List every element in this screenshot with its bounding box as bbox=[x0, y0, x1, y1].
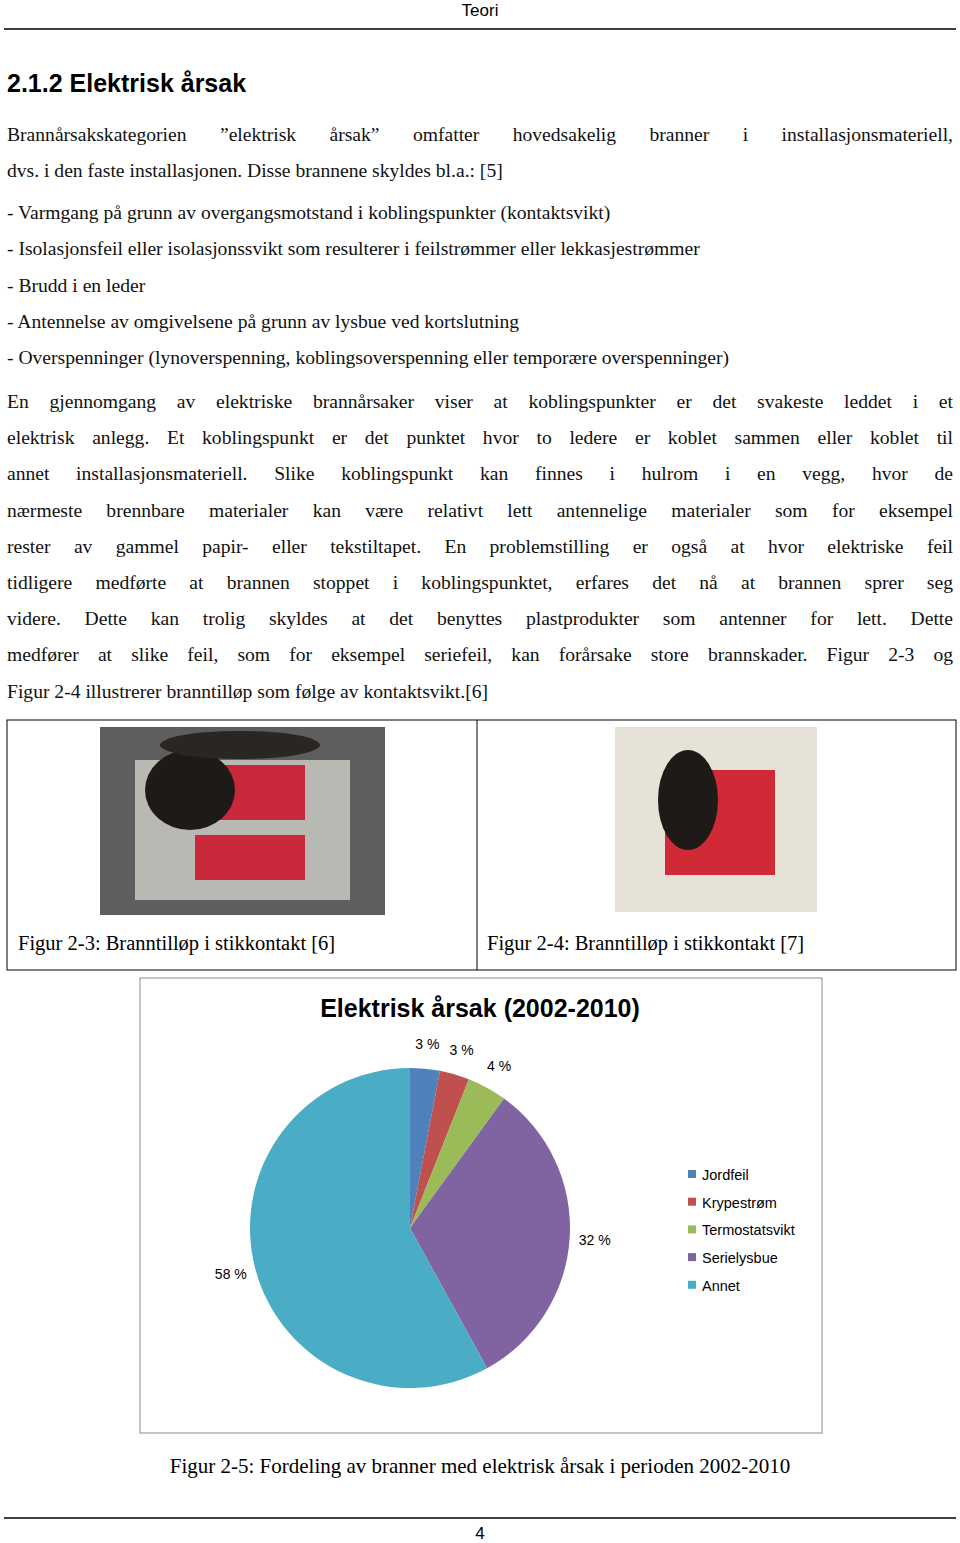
legend-swatch bbox=[688, 1281, 696, 1289]
text-line: nærmeste brennbare materialer kan være r… bbox=[7, 499, 953, 523]
legend-label: Jordfeil bbox=[702, 1167, 749, 1183]
legend: Jordfeil Krypestrøm Termostatsvikt Serielys… bbox=[688, 1167, 795, 1294]
data-label: 32 % bbox=[579, 1232, 611, 1248]
chart: Elektrisk årsak (2002-2010) 3 % 3 % 4 % 32 %… bbox=[140, 978, 822, 1433]
text-line: medfører at slike feil, som for eksempel… bbox=[7, 643, 953, 667]
legend-swatch bbox=[688, 1253, 696, 1261]
text-line: En gjennomgang av elektriske brannårsake… bbox=[7, 390, 953, 414]
page-graphics: Teori 2.1.2 Elektrisk årsak Figur 2-3: Bra… bbox=[0, 0, 960, 1543]
figure-divider bbox=[477, 720, 478, 970]
text-line: annet installasjonsmateriell. Slike kobl… bbox=[7, 462, 953, 486]
text-line: - Isolasjonsfeil eller isolasjonssvikt s… bbox=[7, 237, 953, 261]
text-line: dvs. i den faste installasjonen. Disse b… bbox=[7, 159, 953, 183]
text-line: - Antennelse av omgivelsene på grunn av … bbox=[7, 310, 953, 334]
photo-burn bbox=[160, 731, 320, 759]
text-line: rester av gammel papir- eller tekstiltap… bbox=[7, 535, 953, 559]
data-label: 58 % bbox=[215, 1266, 247, 1282]
text-line: tidligere medførte at brannen stoppet i … bbox=[7, 571, 953, 595]
legend-label: Termostatsvikt bbox=[702, 1222, 795, 1238]
text-line: - Varmgang på grunn av overgangsmotstand… bbox=[7, 201, 953, 225]
section-title: 2.1.2 Elektrisk årsak bbox=[7, 69, 246, 97]
text-line: Brannårsakskategorien ”elektrisk årsak” … bbox=[7, 123, 953, 147]
chart-frame bbox=[140, 978, 822, 1433]
text-line: elektrisk anlegg. Et koblingspunkt er de… bbox=[7, 426, 953, 450]
data-label: 3 % bbox=[415, 1036, 439, 1052]
footer-rule bbox=[4, 1517, 956, 1518]
page-number: 4 bbox=[475, 1524, 484, 1543]
pie-slice bbox=[250, 1068, 487, 1388]
running-header: Teori bbox=[462, 1, 499, 20]
pie: 3 % 3 % 4 % 32 % 58 % bbox=[215, 1036, 611, 1388]
photo bbox=[100, 727, 385, 915]
figure-table: Figur 2-3: Branntilløp i stikkontakt [6]… bbox=[7, 720, 956, 970]
header-rule bbox=[4, 28, 956, 29]
text-line: Figur 2-4 illustrerer branntilløp som fø… bbox=[7, 680, 953, 704]
data-label: 3 % bbox=[450, 1042, 474, 1058]
figure-frame bbox=[7, 720, 956, 970]
legend-swatch bbox=[688, 1225, 696, 1233]
chart-title: Elektrisk årsak (2002-2010) bbox=[320, 994, 640, 1022]
legend-label: Krypestrøm bbox=[702, 1195, 777, 1211]
legend-label: Annet bbox=[702, 1278, 740, 1294]
legend-swatch bbox=[688, 1198, 696, 1206]
photo-plate bbox=[615, 727, 817, 912]
chart-caption: Figur 2-5: Fordeling av branner med elek… bbox=[170, 1454, 791, 1478]
figure-caption: Figur 2-4: Branntilløp i stikkontakt [7] bbox=[487, 932, 804, 955]
legend-item: Jordfeil bbox=[688, 1167, 749, 1183]
photo bbox=[615, 727, 817, 912]
legend-item: Krypestrøm bbox=[688, 1195, 777, 1211]
legend-swatch bbox=[688, 1170, 696, 1178]
legend-item: Termostatsvikt bbox=[688, 1222, 795, 1238]
figure-caption: Figur 2-3: Branntilløp i stikkontakt [6] bbox=[18, 932, 335, 955]
legend-label: Serielysbue bbox=[702, 1250, 778, 1266]
text-line: - Overspenninger (lynoverspenning, kobli… bbox=[7, 346, 953, 370]
photo-part bbox=[195, 835, 305, 880]
legend-item: Annet bbox=[688, 1278, 740, 1294]
text-line: videre. Dette kan trolig skyldes at det … bbox=[7, 607, 953, 631]
text-line: - Brudd i en leder bbox=[7, 274, 953, 298]
photo-frame bbox=[100, 727, 385, 915]
legend-item: Serielysbue bbox=[688, 1250, 778, 1266]
photo-burn bbox=[145, 750, 235, 830]
data-label: 4 % bbox=[487, 1058, 511, 1074]
photo-burn bbox=[658, 750, 718, 850]
